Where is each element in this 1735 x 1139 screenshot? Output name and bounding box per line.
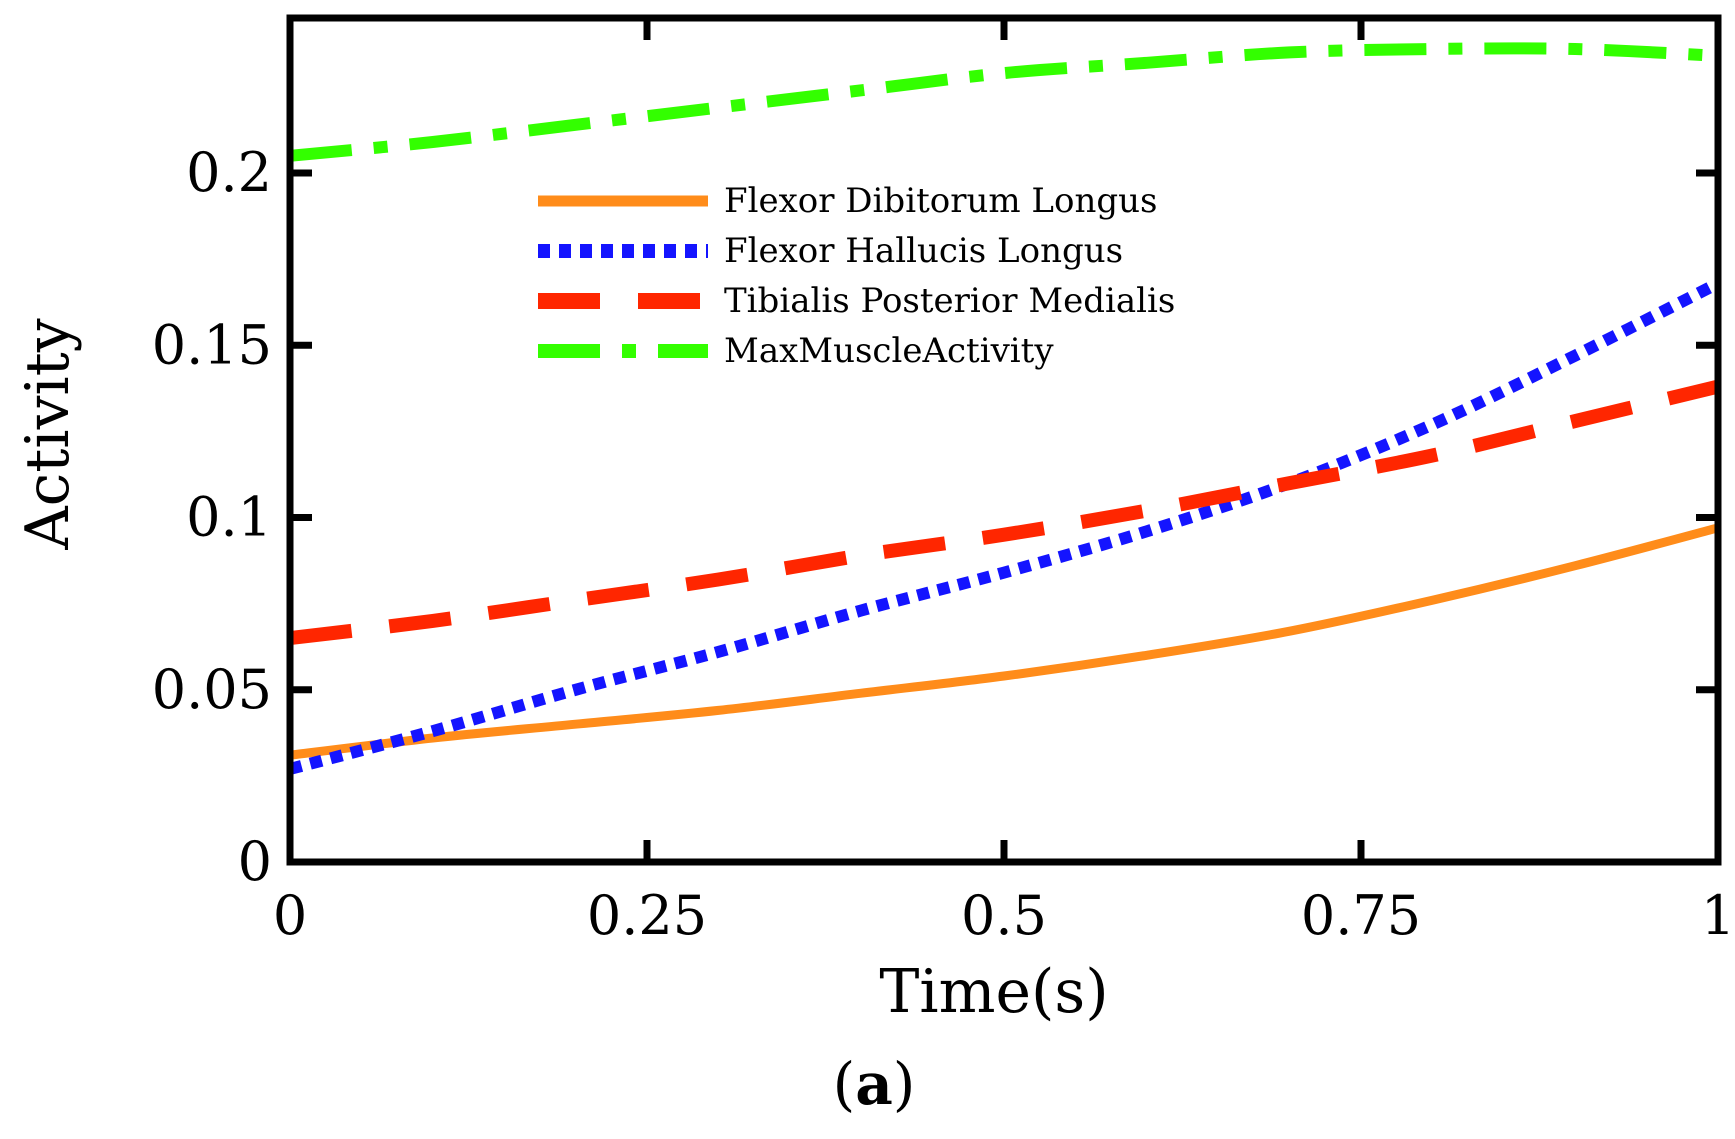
legend-label: Flexor Dibitorum Longus xyxy=(724,181,1157,221)
x-tick-label: 0 xyxy=(273,884,307,947)
series-line-2 xyxy=(288,277,1721,775)
y-axis-label: Activity xyxy=(13,318,83,550)
series-line-1 xyxy=(289,523,1720,760)
y-tick-label: 0 xyxy=(238,830,272,893)
panel-label-open: ( xyxy=(833,1050,856,1118)
x-tick-label: 1 xyxy=(1701,884,1735,947)
y-tick-label: 0.15 xyxy=(152,313,272,376)
panel-label-close: ) xyxy=(893,1050,916,1118)
y-tick-label: 0.1 xyxy=(186,486,272,549)
tick-labels: 0 0.25 0.5 0.75 1 0 0.05 0.1 0.15 0.2 xyxy=(152,141,1735,947)
axis-ticks xyxy=(286,18,1722,866)
x-tick-label: 0.75 xyxy=(1301,884,1421,947)
y-tick-label: 0.05 xyxy=(152,658,272,721)
legend-label: MaxMuscleActivity xyxy=(724,331,1054,371)
x-tick-label: 0.5 xyxy=(961,884,1047,947)
x-tick-label: 0.25 xyxy=(587,884,707,947)
series-line-4 xyxy=(289,42,1719,162)
panel-label-letter: a xyxy=(855,1050,893,1118)
legend-label: Flexor Hallucis Longus xyxy=(724,231,1123,271)
legend: Flexor Dibitorum Longus Flexor Hallucis L… xyxy=(538,181,1175,371)
legend-label: Tibialis Posterior Medialis xyxy=(724,281,1175,321)
series-line-3 xyxy=(289,379,1720,646)
panel-label: (a) xyxy=(833,1050,916,1118)
y-tick-label: 0.2 xyxy=(186,141,272,204)
x-axis-label: Time(s) xyxy=(879,957,1108,1027)
series-lines xyxy=(288,42,1721,775)
